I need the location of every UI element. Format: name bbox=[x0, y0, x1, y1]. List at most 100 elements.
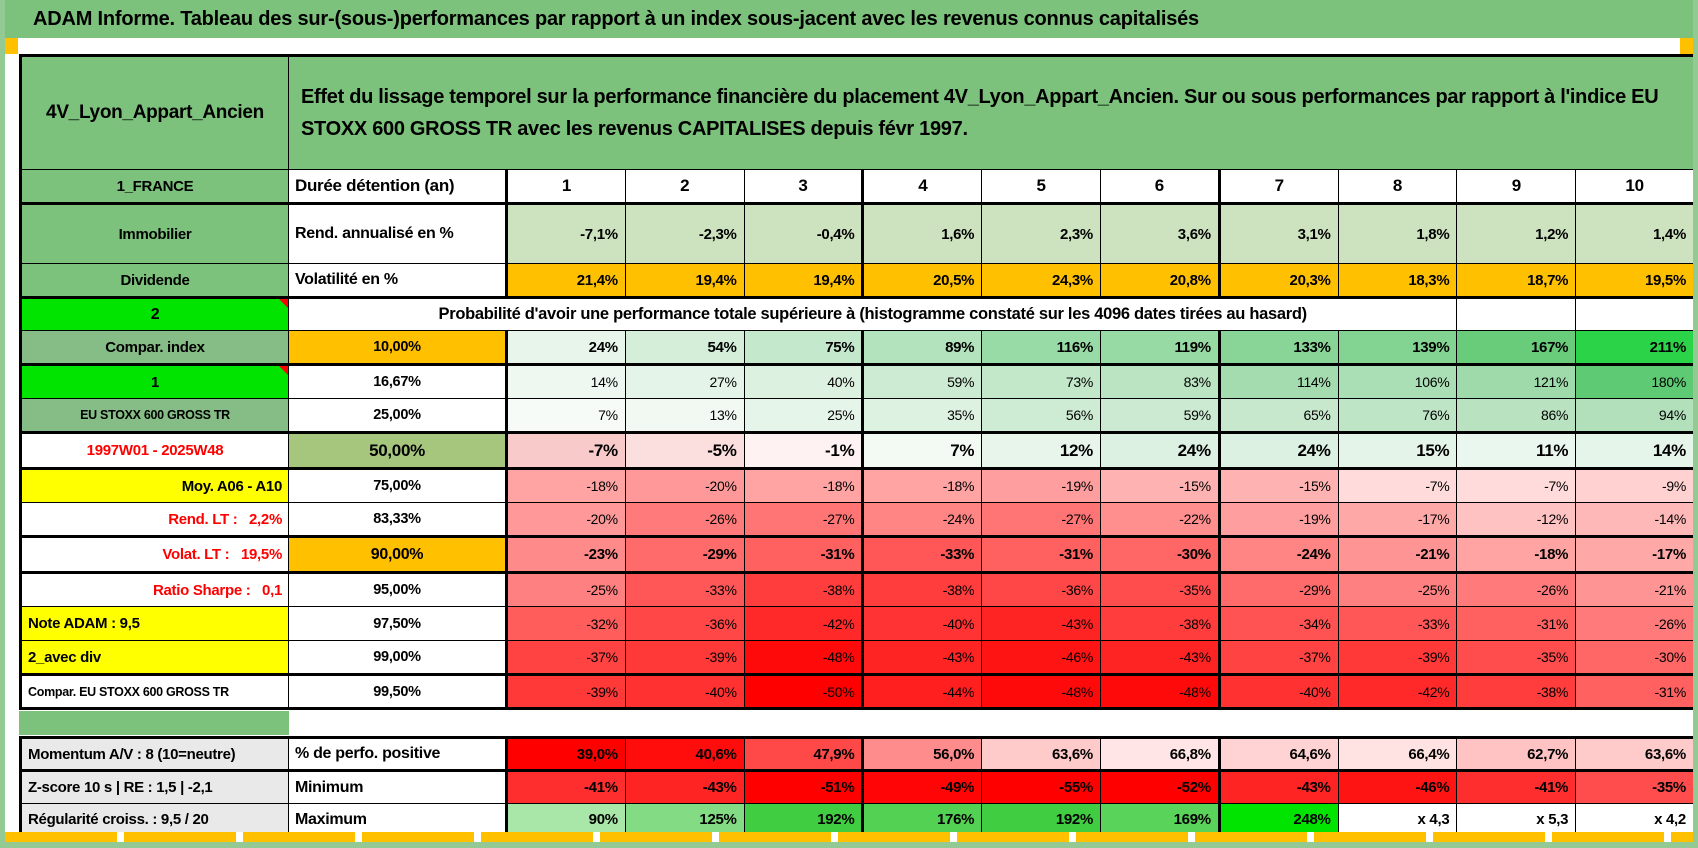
data-cell[interactable]: -26% bbox=[1456, 572, 1577, 607]
data-cell[interactable]: 66,4% bbox=[1337, 737, 1458, 772]
row-header[interactable]: Volatilité en % bbox=[288, 263, 508, 299]
data-cell[interactable]: -0,4% bbox=[743, 203, 865, 264]
row-header[interactable]: 95,00% bbox=[288, 572, 508, 607]
data-cell[interactable]: 1,2% bbox=[1456, 203, 1577, 264]
data-cell[interactable]: 119% bbox=[1099, 330, 1221, 366]
data-cell[interactable]: -29% bbox=[1218, 572, 1339, 607]
duration-label-cell[interactable]: Durée détention (an) bbox=[288, 169, 508, 205]
row-label[interactable]: Dividende bbox=[20, 263, 289, 299]
data-cell[interactable]: -43% bbox=[862, 640, 983, 675]
row-label[interactable]: Volat. LT : 19,5% bbox=[20, 535, 289, 574]
data-cell[interactable]: -12% bbox=[1456, 502, 1577, 537]
data-cell[interactable]: 192% bbox=[981, 803, 1101, 837]
col-year-3[interactable]: 3 bbox=[743, 169, 865, 205]
data-cell[interactable]: 192% bbox=[743, 803, 865, 837]
data-cell[interactable]: x 5,3 bbox=[1456, 803, 1577, 837]
data-cell[interactable]: 76% bbox=[1337, 398, 1458, 433]
data-cell[interactable]: -19% bbox=[981, 468, 1101, 503]
data-cell[interactable]: -44% bbox=[862, 673, 983, 709]
row-label[interactable]: Note ADAM : 9,5 bbox=[20, 606, 289, 641]
data-cell[interactable]: -49% bbox=[862, 770, 983, 804]
data-cell[interactable]: -40% bbox=[862, 606, 983, 641]
data-cell[interactable]: 24% bbox=[1218, 431, 1339, 470]
data-cell[interactable]: -38% bbox=[1099, 606, 1221, 641]
data-cell[interactable]: 180% bbox=[1575, 364, 1693, 399]
data-cell[interactable]: -23% bbox=[506, 535, 626, 574]
col-year-9[interactable]: 9 bbox=[1456, 169, 1577, 205]
data-cell[interactable]: 24,3% bbox=[981, 263, 1101, 299]
data-cell[interactable]: 18,3% bbox=[1337, 263, 1458, 299]
data-cell[interactable]: -42% bbox=[743, 606, 865, 641]
data-cell[interactable]: 47,9% bbox=[743, 737, 865, 772]
data-cell[interactable]: 15% bbox=[1337, 431, 1458, 470]
data-cell[interactable]: -33% bbox=[862, 535, 983, 574]
data-cell[interactable]: -15% bbox=[1099, 468, 1221, 503]
data-cell[interactable]: 1,4% bbox=[1575, 203, 1693, 264]
data-cell[interactable]: -38% bbox=[743, 572, 865, 607]
row-label[interactable]: Compar. index bbox=[20, 330, 289, 366]
data-cell[interactable]: 24% bbox=[1099, 431, 1221, 470]
data-cell[interactable]: 66,8% bbox=[1099, 737, 1221, 772]
data-cell[interactable]: 89% bbox=[862, 330, 983, 366]
data-cell[interactable]: -7% bbox=[1456, 468, 1577, 503]
data-cell[interactable]: 59% bbox=[862, 364, 983, 399]
data-cell[interactable]: -32% bbox=[506, 606, 626, 641]
row-label[interactable]: Moy. A06 - A10 bbox=[20, 468, 289, 503]
row-header[interactable]: 99,00% bbox=[288, 640, 508, 675]
col-year-4[interactable]: 4 bbox=[862, 169, 983, 205]
data-cell[interactable]: 13% bbox=[624, 398, 745, 433]
empty-cell[interactable] bbox=[1456, 297, 1577, 331]
data-cell[interactable]: 73% bbox=[981, 364, 1101, 399]
data-cell[interactable]: -31% bbox=[981, 535, 1101, 574]
data-cell[interactable]: 24% bbox=[506, 330, 626, 366]
data-cell[interactable]: -17% bbox=[1337, 502, 1458, 537]
data-cell[interactable]: -31% bbox=[743, 535, 865, 574]
empty-cell[interactable] bbox=[1575, 297, 1693, 331]
row-header[interactable]: 99,50% bbox=[288, 673, 508, 709]
data-cell[interactable]: -48% bbox=[743, 640, 865, 675]
data-cell[interactable]: 2,3% bbox=[981, 203, 1101, 264]
data-cell[interactable]: 211% bbox=[1575, 330, 1693, 366]
data-cell[interactable]: -26% bbox=[624, 502, 745, 537]
data-cell[interactable]: 21,4% bbox=[506, 263, 626, 299]
data-cell[interactable]: 39,0% bbox=[506, 737, 626, 772]
data-cell[interactable]: -7% bbox=[1337, 468, 1458, 503]
data-cell[interactable]: -39% bbox=[1337, 640, 1458, 675]
data-cell[interactable]: 75% bbox=[743, 330, 865, 366]
data-cell[interactable]: 116% bbox=[981, 330, 1101, 366]
data-cell[interactable]: -21% bbox=[1575, 572, 1693, 607]
data-cell[interactable]: -38% bbox=[862, 572, 983, 607]
data-cell[interactable]: -21% bbox=[1337, 535, 1458, 574]
row-header[interactable]: % de perfo. positive bbox=[288, 737, 508, 772]
data-cell[interactable]: -55% bbox=[981, 770, 1101, 804]
data-cell[interactable]: -46% bbox=[1337, 770, 1458, 804]
data-cell[interactable]: 94% bbox=[1575, 398, 1693, 433]
data-cell[interactable]: 1,8% bbox=[1337, 203, 1458, 264]
row-header[interactable]: 90,00% bbox=[288, 535, 508, 574]
data-cell[interactable]: 35% bbox=[862, 398, 983, 433]
data-cell[interactable]: 54% bbox=[624, 330, 745, 366]
data-cell[interactable]: 121% bbox=[1456, 364, 1577, 399]
data-cell[interactable]: 3,1% bbox=[1218, 203, 1339, 264]
data-cell[interactable]: -37% bbox=[1218, 640, 1339, 675]
data-cell[interactable]: -46% bbox=[981, 640, 1101, 675]
data-cell[interactable]: 11% bbox=[1456, 431, 1577, 470]
data-cell[interactable]: -43% bbox=[624, 770, 745, 804]
comment-cell[interactable]: 2 bbox=[20, 297, 289, 331]
data-cell[interactable]: -22% bbox=[1099, 502, 1221, 537]
data-cell[interactable]: 133% bbox=[1218, 330, 1339, 366]
data-cell[interactable]: -38% bbox=[1456, 673, 1577, 709]
data-cell[interactable]: -19% bbox=[1218, 502, 1339, 537]
data-cell[interactable]: 248% bbox=[1218, 803, 1339, 837]
data-cell[interactable]: -25% bbox=[506, 572, 626, 607]
data-cell[interactable]: -48% bbox=[1099, 673, 1221, 709]
data-cell[interactable]: -15% bbox=[1218, 468, 1339, 503]
data-cell[interactable]: -18% bbox=[506, 468, 626, 503]
data-cell[interactable]: 12% bbox=[981, 431, 1101, 470]
data-cell[interactable]: -35% bbox=[1575, 770, 1693, 804]
row-header[interactable]: Maximum bbox=[288, 803, 508, 837]
data-cell[interactable]: -20% bbox=[624, 468, 745, 503]
data-cell[interactable]: -43% bbox=[1218, 770, 1339, 804]
data-cell[interactable]: 83% bbox=[1099, 364, 1221, 399]
row-header[interactable]: 16,67% bbox=[288, 364, 508, 399]
